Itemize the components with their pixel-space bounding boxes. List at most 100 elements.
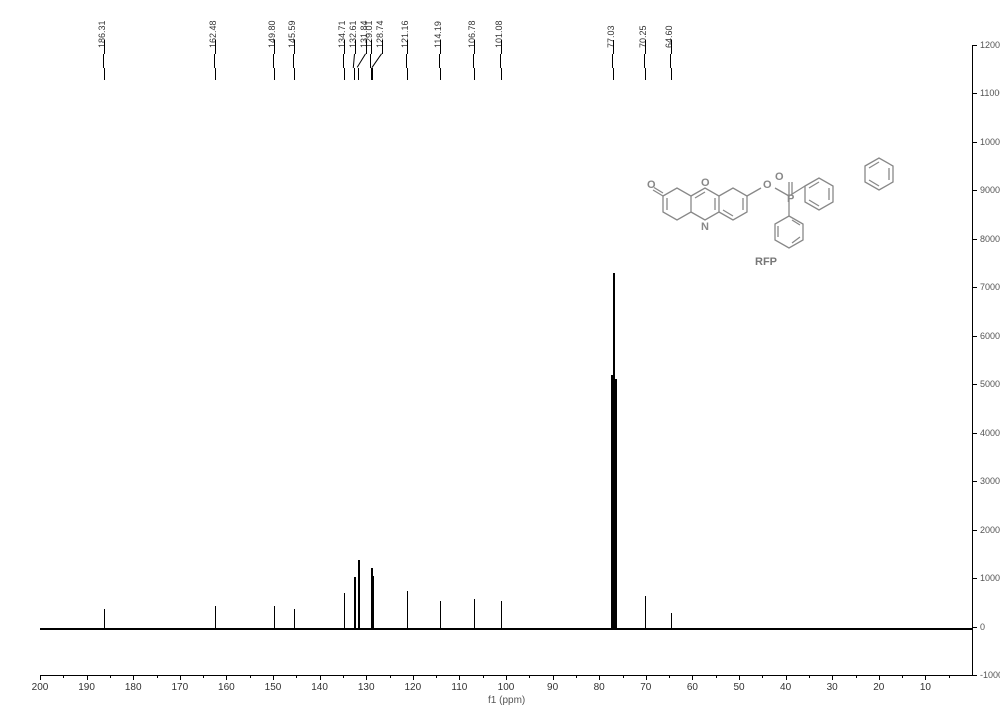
- y-axis-tick: [972, 239, 977, 240]
- peak-label: 128.74: [375, 20, 385, 48]
- nmr-peak: [104, 609, 105, 628]
- x-axis-tick: [506, 675, 507, 680]
- x-axis-tick: [646, 675, 647, 680]
- x-axis-tick-label: 20: [873, 682, 884, 693]
- nmr-peak: [615, 379, 617, 628]
- y-axis-tick: [972, 336, 977, 337]
- x-axis-tick-label: 50: [733, 682, 744, 693]
- x-axis-tick-label: 110: [451, 682, 467, 693]
- peak-label: 106.78: [467, 20, 477, 48]
- x-axis-tick-label: 100: [498, 682, 515, 693]
- x-axis-tick: [226, 675, 227, 680]
- x-axis-tick-label: 60: [687, 682, 698, 693]
- x-axis-tick-label: 160: [218, 682, 235, 693]
- nmr-peak: [611, 375, 613, 628]
- nmr-peak: [671, 613, 672, 628]
- x-axis-tick-label: 190: [78, 682, 95, 693]
- x-axis-tick-label: 70: [640, 682, 651, 693]
- x-axis-tick: [413, 675, 414, 680]
- y-axis-tick: [972, 45, 977, 46]
- nmr-peak: [645, 596, 646, 628]
- svg-text:P: P: [787, 193, 794, 205]
- svg-text:O: O: [775, 171, 784, 183]
- nmr-peak: [344, 593, 345, 628]
- y-axis-tick-label: 9000: [980, 185, 1000, 195]
- y-axis-tick: [972, 384, 977, 385]
- chemical-structure: O O N O O P: [645, 138, 920, 258]
- y-axis-tick: [972, 433, 977, 434]
- nmr-peak: [474, 599, 475, 628]
- nmr-peak: [274, 606, 275, 628]
- y-axis-tick-label: 12000: [980, 40, 1000, 50]
- nmr-peak: [358, 560, 360, 628]
- x-axis-tick: [925, 675, 926, 680]
- y-axis-tick-label: 8000: [980, 234, 1000, 244]
- y-axis-tick-label: 11000: [980, 88, 1000, 98]
- x-axis-tick-label: 150: [265, 682, 282, 693]
- peak-label: 145.59: [287, 20, 297, 48]
- x-axis-tick-label: 140: [311, 682, 328, 693]
- x-axis-tick: [879, 675, 880, 680]
- x-axis-tick: [366, 675, 367, 680]
- spectrum-baseline: [40, 628, 972, 630]
- svg-text:N: N: [701, 221, 709, 233]
- x-axis-tick: [459, 675, 460, 680]
- x-axis-tick-label: 30: [827, 682, 838, 693]
- peak-label: 162.48: [208, 20, 218, 48]
- peak-label: 77.03: [606, 25, 616, 48]
- x-axis-tick-label: 90: [547, 682, 558, 693]
- y-axis-tick: [972, 142, 977, 143]
- peak-label: 121.16: [400, 20, 410, 48]
- nmr-peak: [501, 601, 502, 628]
- y-axis-tick-label: 2000: [980, 525, 1000, 535]
- x-axis-tick-label: 180: [125, 682, 142, 693]
- x-axis-tick-label: 120: [404, 682, 421, 693]
- y-axis-tick: [972, 627, 977, 628]
- y-axis-tick: [972, 530, 977, 531]
- compound-name: RFP: [755, 256, 777, 268]
- peak-label: 64.60: [664, 25, 674, 48]
- x-axis-tick: [739, 675, 740, 680]
- nmr-peak: [440, 601, 441, 628]
- nmr-peak: [372, 576, 374, 628]
- x-axis-tick-label: 170: [171, 682, 188, 693]
- y-axis-tick: [972, 190, 977, 191]
- x-axis-tick-label: 10: [920, 682, 931, 693]
- y-axis-tick-label: 0: [980, 622, 985, 632]
- y-axis-tick-label: -1000: [980, 670, 1000, 680]
- peak-label: 101.08: [494, 20, 504, 48]
- y-axis-tick-label: 7000: [980, 282, 1000, 292]
- nmr-peak: [354, 577, 356, 628]
- peak-label: 186.31: [97, 20, 107, 48]
- x-axis-title: f1 (ppm): [488, 695, 525, 706]
- svg-text:O: O: [647, 179, 656, 191]
- y-axis-tick: [972, 675, 977, 676]
- x-axis-tick: [320, 675, 321, 680]
- y-axis-tick-label: 6000: [980, 331, 1000, 341]
- x-axis-tick: [786, 675, 787, 680]
- x-axis-tick-label: 130: [358, 682, 375, 693]
- x-axis-tick: [180, 675, 181, 680]
- x-axis-tick: [87, 675, 88, 680]
- svg-text:O: O: [701, 177, 710, 189]
- x-axis-tick-label: 80: [594, 682, 605, 693]
- y-axis-tick: [972, 287, 977, 288]
- x-axis-tick: [832, 675, 833, 680]
- x-axis-tick-label: 200: [32, 682, 49, 693]
- x-axis-tick-label: 40: [780, 682, 791, 693]
- x-axis-tick: [599, 675, 600, 680]
- nmr-plot-area: 186.31162.48149.80145.59134.71132.61131.…: [20, 10, 960, 670]
- y-axis-tick-label: 3000: [980, 476, 1000, 486]
- y-axis-line: [972, 45, 973, 675]
- y-axis-tick: [972, 481, 977, 482]
- nmr-peak: [294, 609, 295, 628]
- x-axis-tick: [692, 675, 693, 680]
- nmr-peak: [407, 591, 408, 628]
- peak-label: 114.19: [433, 21, 443, 48]
- y-axis-tick-label: 1000: [980, 573, 1000, 583]
- x-axis-tick: [273, 675, 274, 680]
- y-axis-tick-label: 10000: [980, 137, 1000, 147]
- y-axis-tick-label: 5000: [980, 379, 1000, 389]
- peak-label: 70.25: [638, 25, 648, 48]
- x-axis-tick: [553, 675, 554, 680]
